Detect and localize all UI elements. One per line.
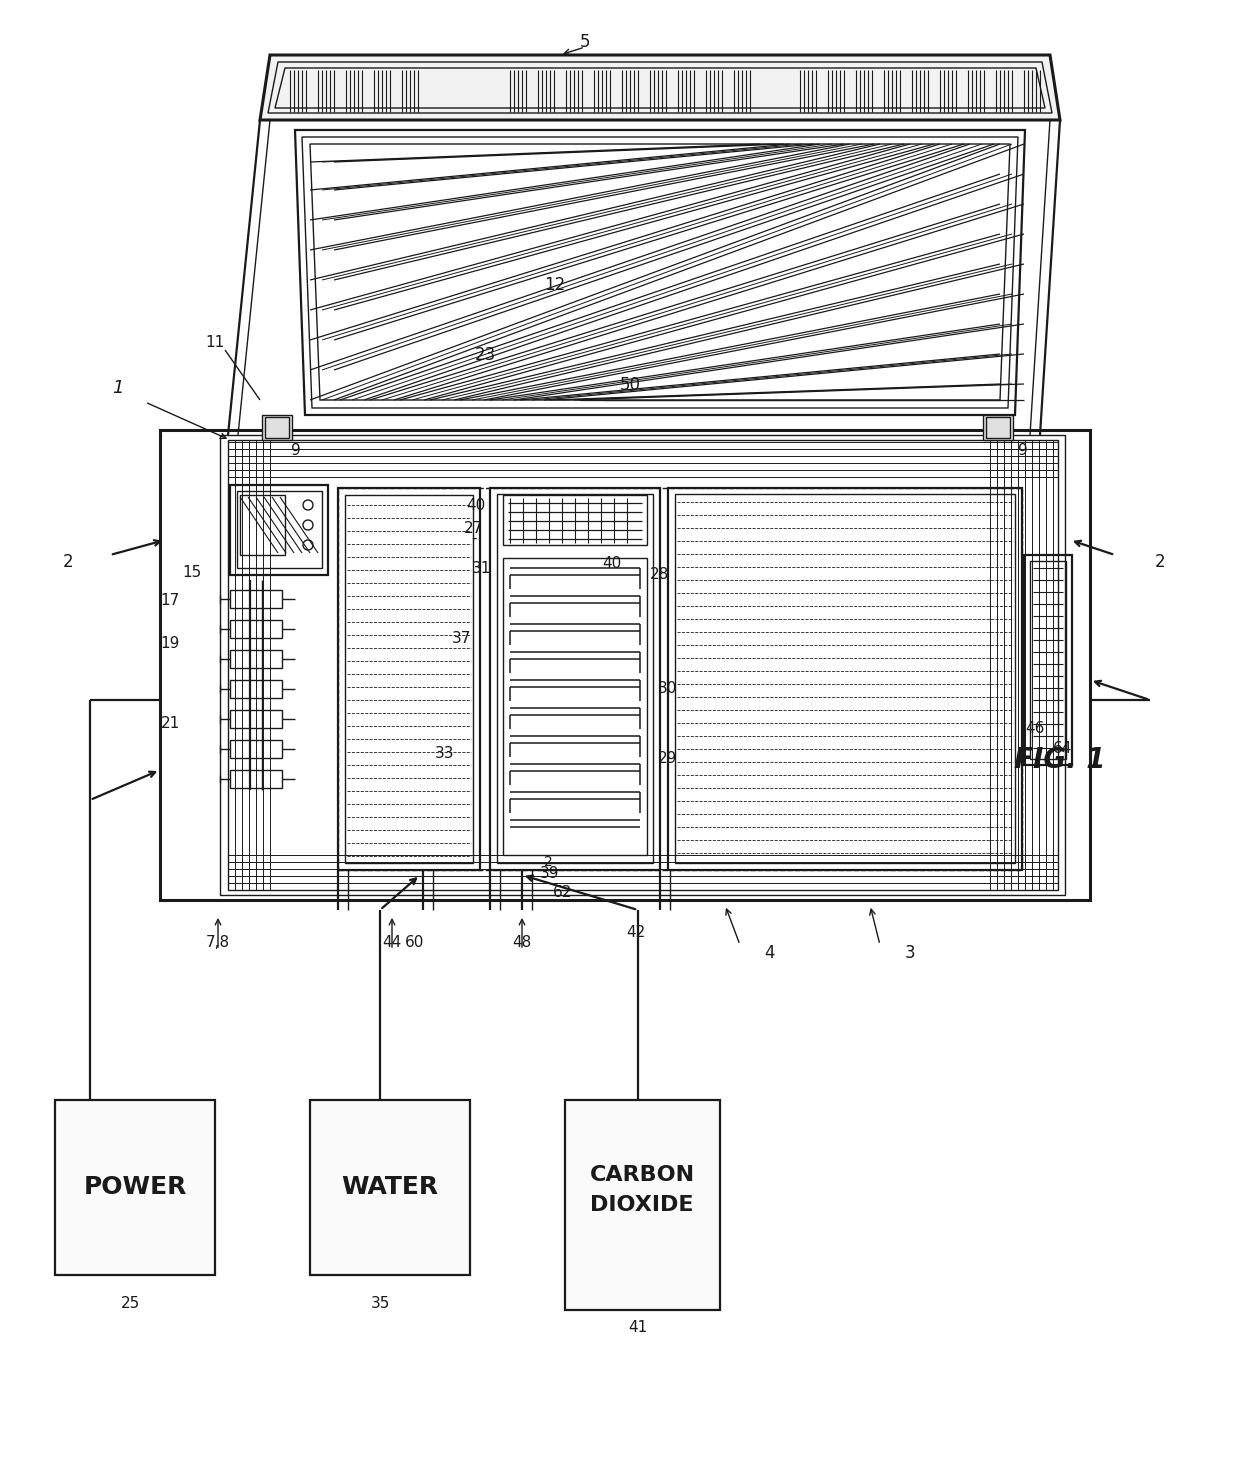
Bar <box>565 1100 720 1310</box>
Text: 2: 2 <box>543 855 552 870</box>
Bar <box>229 709 281 729</box>
Bar <box>1024 555 1073 764</box>
Text: 17: 17 <box>160 592 180 607</box>
Bar <box>219 435 1065 895</box>
Bar <box>229 650 281 668</box>
Bar <box>986 417 1011 438</box>
Bar <box>262 416 291 439</box>
Text: 48: 48 <box>512 935 532 950</box>
Text: 12: 12 <box>544 276 565 294</box>
Text: 4: 4 <box>765 944 775 962</box>
Bar <box>345 496 472 864</box>
Bar <box>160 430 1090 899</box>
Text: 1: 1 <box>113 378 124 398</box>
Text: 25: 25 <box>120 1296 140 1310</box>
Text: 50: 50 <box>620 375 641 393</box>
Bar <box>497 494 653 864</box>
Text: 60: 60 <box>405 935 424 950</box>
Text: 44: 44 <box>382 935 402 950</box>
Bar <box>237 491 322 568</box>
Text: WATER: WATER <box>341 1175 439 1199</box>
Text: 11: 11 <box>206 334 224 350</box>
Text: 41: 41 <box>629 1321 647 1336</box>
Text: 21: 21 <box>160 715 180 730</box>
Text: 64: 64 <box>1053 741 1073 755</box>
Bar <box>229 591 281 608</box>
Bar <box>490 488 660 870</box>
Text: 35: 35 <box>371 1296 389 1310</box>
Text: 40: 40 <box>603 555 621 570</box>
Bar <box>241 496 285 555</box>
Text: 31: 31 <box>472 561 492 576</box>
Bar <box>55 1100 215 1275</box>
Bar <box>229 770 281 788</box>
Text: 30: 30 <box>658 681 678 696</box>
Polygon shape <box>260 55 1060 120</box>
Text: 9: 9 <box>291 442 301 457</box>
Text: -: - <box>471 530 476 546</box>
Text: 3: 3 <box>905 944 915 962</box>
Text: 29: 29 <box>658 751 678 766</box>
Text: 39: 39 <box>541 865 559 880</box>
Bar <box>229 485 329 574</box>
Bar <box>310 1100 470 1275</box>
Bar <box>229 680 281 697</box>
Bar <box>503 558 647 855</box>
Text: 19: 19 <box>160 635 180 650</box>
Bar <box>339 488 1022 870</box>
Text: 27: 27 <box>464 521 484 536</box>
Bar <box>228 439 1058 890</box>
Text: 9: 9 <box>1018 442 1028 457</box>
Bar <box>983 416 1013 439</box>
Bar <box>339 488 480 870</box>
Text: 5: 5 <box>580 33 590 50</box>
Bar <box>229 741 281 758</box>
Bar <box>503 496 647 545</box>
Text: DIOXIDE: DIOXIDE <box>590 1195 693 1215</box>
Bar <box>1030 561 1066 758</box>
Bar <box>265 417 289 438</box>
Text: 28: 28 <box>650 567 670 582</box>
Text: CARBON: CARBON <box>589 1165 694 1186</box>
Text: 46: 46 <box>1025 721 1044 736</box>
Text: 15: 15 <box>182 564 202 579</box>
Text: 7,8: 7,8 <box>206 935 231 950</box>
Text: 40: 40 <box>466 497 486 512</box>
Bar <box>675 494 1016 864</box>
Text: 42: 42 <box>626 925 646 939</box>
Text: 37: 37 <box>453 631 471 646</box>
Bar <box>668 488 1022 870</box>
Text: POWER: POWER <box>83 1175 187 1199</box>
Text: 23: 23 <box>475 346 496 364</box>
Bar <box>229 620 281 638</box>
Text: 2: 2 <box>63 554 73 571</box>
Text: 33: 33 <box>435 745 455 760</box>
Text: FIG. 1: FIG. 1 <box>1014 746 1106 775</box>
Text: 2: 2 <box>1154 554 1166 571</box>
Text: 62: 62 <box>553 884 573 899</box>
